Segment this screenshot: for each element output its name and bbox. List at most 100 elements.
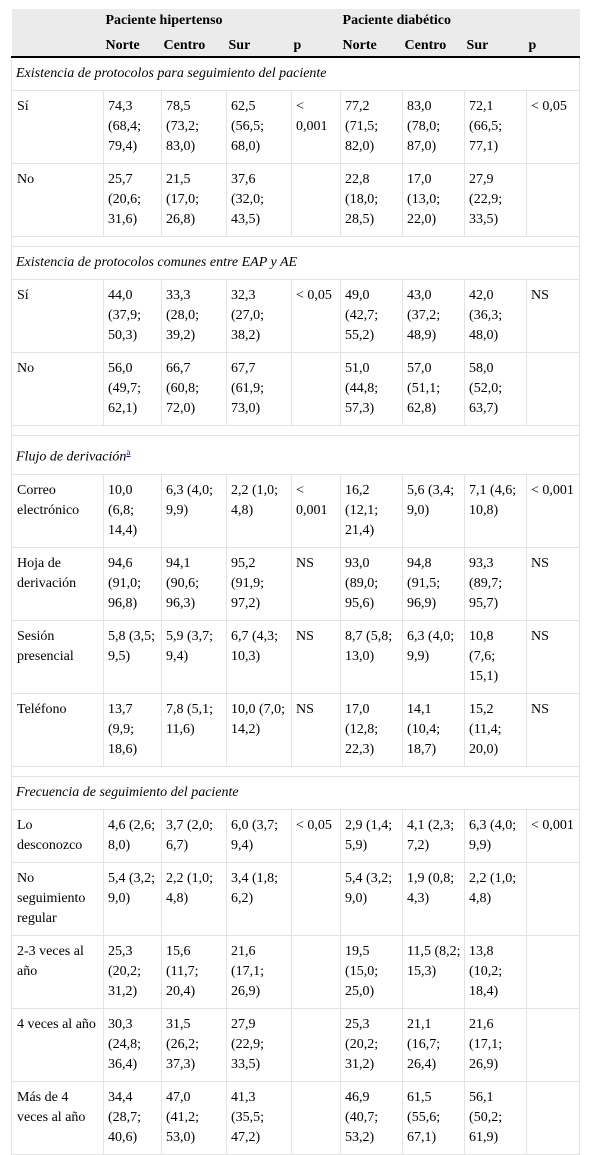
row-label: Correo electrónico [11, 474, 104, 548]
table-row: 2-3 veces al año 25,3 (20,2; 31,2) 15,6 (1… [11, 935, 581, 1009]
value-cell: 43,0 (37,2; 48,9) [402, 279, 466, 353]
value-cell: 10,8 (7,6; 15,1) [464, 620, 528, 694]
value-cell: 49,0 (42,7; 55,2) [340, 279, 404, 353]
table-row: Sí 44,0 (37,9; 50,3) 33,3 (28,0; 39,2) 32,3… [11, 279, 581, 353]
value-cell: 10,0 (7,0; 14,2) [226, 693, 292, 767]
value-cell: 34,4 (28,7; 40,6) [103, 1081, 162, 1155]
p-value-cell [526, 862, 581, 936]
col-header: Centro [402, 31, 465, 58]
p-value-cell: NS [290, 693, 342, 767]
section-title: Frecuencia de seguimiento del paciente [16, 784, 239, 800]
value-cell: 7,1 (4,6; 10,8) [464, 474, 528, 548]
p-value-cell: < 0,001 [526, 809, 581, 863]
value-cell: 32,3 (27,0; 38,2) [226, 279, 292, 353]
value-cell: 5,9 (3,7; 9,4) [161, 620, 227, 694]
value-cell: 5,4 (3,2; 9,0) [340, 862, 404, 936]
row-label: No seguimiento regular [11, 862, 104, 936]
row-label: 2-3 veces al año [11, 935, 104, 1009]
p-value-cell: NS [290, 547, 342, 621]
section-title-cell: Flujo de derivacióna [10, 435, 581, 475]
p-value-cell: < 0,001 [526, 474, 581, 548]
value-cell: 3,7 (2,0; 6,7) [161, 809, 227, 863]
value-cell: 5,4 (3,2; 9,0) [103, 862, 162, 936]
row-label: Sesión presencial [11, 620, 104, 694]
value-cell: 21,5 (17,0; 26,8) [161, 163, 227, 237]
value-cell: 93,3 (89,7; 95,7) [464, 547, 528, 621]
table-row: Más de 4 veces al año 34,4 (28,7; 40,6) 47… [11, 1081, 581, 1155]
row-label: Sí [11, 279, 104, 353]
value-cell: 5,8 (3,5; 9,5) [103, 620, 162, 694]
section-spacer [10, 766, 581, 777]
col-header: Norte [103, 31, 162, 58]
header-empty [11, 9, 104, 31]
p-value-cell [526, 163, 581, 237]
col-header: Sur [464, 31, 527, 58]
p-value-cell [290, 935, 342, 1009]
value-cell: 1,9 (0,8; 4,3) [402, 862, 466, 936]
value-cell: 17,0 (13,0; 22,0) [402, 163, 466, 237]
row-label: Hoja de derivación [11, 547, 104, 621]
section-header-row: Frecuencia de seguimiento del paciente [10, 776, 581, 810]
table-row: No 25,7 (20,6; 31,6) 21,5 (17,0; 26,8) 37,6… [11, 163, 581, 237]
row-label: Lo desconozco [11, 809, 104, 863]
table-body: Existencia de protocolos para seguimient… [10, 57, 581, 1155]
value-cell: 56,0 (49,7; 62,1) [103, 352, 162, 426]
p-value-cell: < 0,05 [290, 279, 342, 353]
value-cell: 16,2 (12,1; 21,4) [340, 474, 404, 548]
p-value-cell [526, 352, 581, 426]
section-title-cell: Frecuencia de seguimiento del paciente [10, 776, 581, 810]
row-label: No [11, 163, 104, 237]
section-title-cell: Existencia de protocolos para seguimient… [10, 57, 581, 91]
results-table: Paciente hipertenso Paciente diabético N… [10, 9, 581, 1155]
value-cell: 2,2 (1,0; 4,8) [464, 862, 528, 936]
p-value-cell: NS [526, 693, 581, 767]
section-header-row: Flujo de derivacióna [10, 435, 581, 475]
section-header-row: Existencia de protocolos para seguimient… [10, 57, 581, 91]
row-label: Teléfono [11, 693, 104, 767]
spacer-cell [10, 425, 581, 436]
value-cell: 25,3 (20,2; 31,2) [340, 1008, 404, 1082]
header-empty [11, 31, 104, 58]
value-cell: 21,6 (17,1; 26,9) [226, 935, 292, 1009]
value-cell: 6,3 (4,0; 9,9) [464, 809, 528, 863]
table-row: 4 veces al año 30,3 (24,8; 36,4) 31,5 (26,… [11, 1008, 581, 1082]
footnote-link[interactable]: a [126, 447, 131, 457]
section-title: Existencia de protocolos para seguimient… [16, 66, 327, 81]
value-cell: 19,5 (15,0; 25,0) [340, 935, 404, 1009]
group-header-diabetic: Paciente diabético [340, 9, 580, 31]
value-cell: 3,4 (1,8; 6,2) [226, 862, 292, 936]
value-cell: 61,5 (55,6; 67,1) [402, 1081, 466, 1155]
section-spacer [10, 425, 581, 436]
value-cell: 94,6 (91,0; 96,8) [103, 547, 162, 621]
value-cell: 27,9 (22,9; 33,5) [464, 163, 528, 237]
value-cell: 74,3 (68,4; 79,4) [103, 90, 162, 164]
value-cell: 7,8 (5,1; 11,6) [161, 693, 227, 767]
table-row: Hoja de derivación 94,6 (91,0; 96,8) 94,1 … [11, 547, 581, 621]
value-cell: 72,1 (66,5; 77,1) [464, 90, 528, 164]
value-cell: 15,6 (11,7; 20,4) [161, 935, 227, 1009]
value-cell: 6,0 (3,7; 9,4) [226, 809, 292, 863]
section-title-cell: Existencia de protocolos comunes entre E… [10, 246, 581, 280]
p-value-cell [290, 352, 342, 426]
value-cell: 47,0 (41,2; 53,0) [161, 1081, 227, 1155]
p-value-cell: NS [526, 279, 581, 353]
value-cell: 30,3 (24,8; 36,4) [103, 1008, 162, 1082]
value-cell: 2,2 (1,0; 4,8) [161, 862, 227, 936]
row-label: Más de 4 veces al año [11, 1081, 104, 1155]
col-header: p [291, 31, 341, 58]
value-cell: 31,5 (26,2; 37,3) [161, 1008, 227, 1082]
table-header: Paciente hipertenso Paciente diabético N… [11, 9, 580, 58]
section-title: Flujo de derivación [16, 449, 127, 465]
value-cell: 95,2 (91,9; 97,2) [226, 547, 292, 621]
value-cell: 2,9 (1,4; 5,9) [340, 809, 404, 863]
table-row: Lo desconozco 4,6 (2,6; 8,0) 3,7 (2,0; 6,7… [11, 809, 581, 863]
p-value-cell [526, 935, 581, 1009]
value-cell: 6,7 (4,3; 10,3) [226, 620, 292, 694]
value-cell: 94,8 (91,5; 96,9) [402, 547, 466, 621]
table-row: No seguimiento regular 5,4 (3,2; 9,0) 2,2 … [11, 862, 581, 936]
col-header: p [526, 31, 580, 58]
value-cell: 6,3 (4,0; 9,9) [402, 620, 466, 694]
value-cell: 8,7 (5,8; 13,0) [340, 620, 404, 694]
p-value-cell [290, 862, 342, 936]
table-row: No 56,0 (49,7; 62,1) 66,7 (60,8; 72,0) 67,7… [11, 352, 581, 426]
